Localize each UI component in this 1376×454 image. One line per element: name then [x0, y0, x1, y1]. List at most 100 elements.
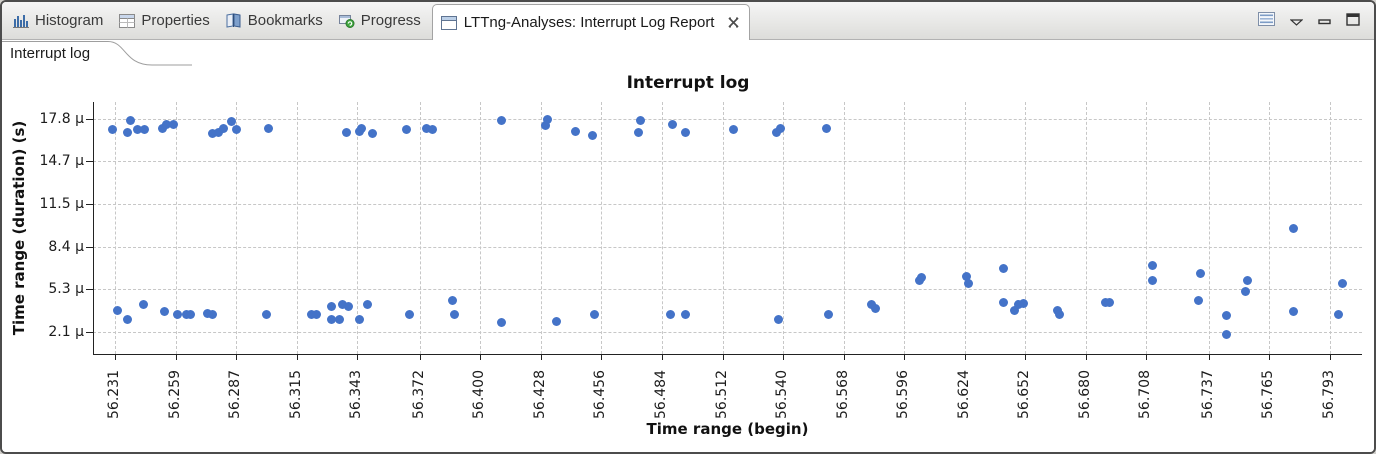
x-tick-label: 56.596: [895, 370, 912, 419]
data-point: [497, 318, 507, 327]
x-tick-mark: [1085, 354, 1087, 360]
data-point: [668, 119, 678, 129]
data-point: [108, 125, 118, 135]
x-tick-label: 56.343: [348, 370, 365, 419]
view-list-icon[interactable]: [1258, 12, 1275, 31]
data-point: [821, 123, 831, 133]
subtab-interrupt-log[interactable]: Interrupt log: [2, 41, 192, 66]
x-tick-label: 56.793: [1321, 370, 1337, 419]
x-tick-mark: [601, 354, 603, 360]
data-point: [1221, 311, 1231, 321]
x-tick-mark: [964, 354, 966, 360]
data-point: [1055, 309, 1065, 319]
tab-progress[interactable]: Progress: [334, 4, 432, 38]
gridline-vertical: [357, 102, 359, 354]
data-point: [263, 123, 273, 133]
data-point: [635, 115, 645, 125]
y-tick-label: 5.3 µ: [48, 280, 84, 297]
data-point: [162, 119, 172, 129]
data-point: [337, 300, 347, 310]
tab-label: Histogram: [35, 12, 104, 29]
data-point: [570, 126, 580, 136]
view-tabbar: Histogram Properties Bookmarks: [2, 2, 1374, 40]
data-point: [1243, 275, 1253, 285]
x-tick-mark: [1146, 354, 1148, 360]
gridline-vertical: [722, 102, 724, 354]
data-point: [231, 125, 241, 135]
tab-histogram[interactable]: Histogram: [8, 4, 114, 38]
data-point: [354, 315, 364, 325]
x-tick-label: 56.708: [1137, 370, 1154, 419]
data-point: [666, 309, 676, 319]
tab-lttng-analyses-report[interactable]: LTTng-Analyses: Interrupt Log Report: [431, 4, 751, 40]
view-menu-chevron-icon[interactable]: [1289, 13, 1304, 31]
tab-label: Bookmarks: [247, 12, 323, 29]
x-tick-mark: [1208, 354, 1210, 360]
x-tick-mark: [236, 354, 238, 360]
properties-icon: [118, 12, 135, 29]
gridline-horizontal: [93, 161, 1362, 163]
gridline-vertical: [601, 102, 603, 354]
data-point: [497, 115, 507, 125]
scatter-chart: Interrupt log Time range (duration) (s) …: [2, 66, 1374, 452]
gridline-vertical: [1269, 102, 1271, 354]
x-tick-label: 56.512: [713, 370, 730, 419]
minimize-icon[interactable]: [1318, 13, 1331, 31]
x-tick-mark: [722, 354, 724, 360]
data-point: [772, 128, 782, 138]
x-tick-mark: [661, 354, 663, 360]
x-axis-title: Time range (begin): [646, 420, 809, 438]
x-tick-label: 56.737: [1199, 370, 1216, 419]
tab-label: Progress: [360, 12, 421, 29]
gridline-horizontal: [93, 332, 1362, 333]
data-point: [138, 300, 148, 310]
data-point: [343, 301, 353, 311]
tab-label: Properties: [141, 12, 210, 29]
data-point: [1338, 278, 1348, 288]
gridline-vertical: [1085, 102, 1087, 354]
data-point: [227, 117, 237, 127]
x-tick-label: 56.287: [227, 370, 244, 419]
data-point: [125, 115, 135, 125]
data-point: [1334, 309, 1344, 319]
data-point: [447, 296, 457, 306]
maximize-icon[interactable]: [1346, 12, 1360, 31]
x-tick-mark: [357, 354, 359, 360]
y-tick-mark: [86, 288, 93, 290]
data-point: [962, 271, 972, 281]
x-tick-label: 56.372: [410, 370, 427, 419]
close-icon[interactable]: [728, 17, 740, 28]
gridline-horizontal: [93, 288, 1362, 290]
x-tick-mark: [419, 354, 421, 360]
x-tick-label: 56.540: [774, 370, 791, 419]
gridline-vertical: [419, 102, 421, 354]
data-point: [590, 309, 600, 319]
data-point: [139, 125, 149, 135]
data-point: [326, 301, 336, 311]
x-tick-label: 56.624: [955, 370, 972, 419]
data-point: [123, 315, 133, 325]
data-point: [999, 263, 1009, 273]
data-point: [218, 123, 228, 133]
data-point: [776, 123, 786, 133]
data-point: [1193, 296, 1203, 306]
data-point: [214, 128, 224, 138]
data-point: [1288, 307, 1298, 317]
data-point: [1104, 297, 1114, 307]
x-tick-label: 56.568: [834, 370, 851, 419]
window-icon: [441, 14, 458, 31]
tab-bookmarks[interactable]: Bookmarks: [221, 4, 334, 38]
subtab-label: Interrupt log: [10, 45, 91, 62]
data-point: [823, 309, 833, 319]
gridline-vertical: [1025, 102, 1027, 354]
tab-properties[interactable]: Properties: [114, 4, 220, 38]
x-tick-label: 56.652: [1016, 370, 1033, 419]
gridline-vertical: [1146, 102, 1148, 354]
x-tick-mark: [296, 354, 298, 360]
data-point: [356, 123, 366, 133]
data-point: [261, 309, 271, 319]
data-point: [916, 273, 926, 283]
x-axis-line: [93, 354, 1362, 355]
data-point: [335, 315, 345, 325]
data-point: [402, 125, 412, 135]
